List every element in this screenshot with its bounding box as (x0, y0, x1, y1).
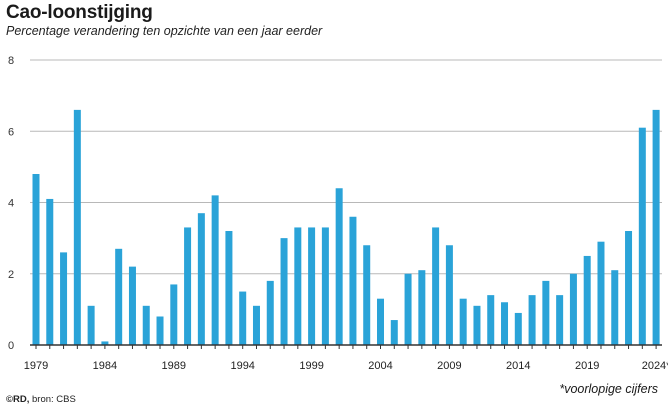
bar (335, 188, 343, 345)
y-tick-label: 0 (8, 340, 14, 352)
x-tick-label: 1994 (230, 360, 254, 372)
x-tick-label: 1984 (93, 360, 117, 372)
x-tick-label: 1989 (162, 360, 186, 372)
bar (170, 284, 178, 345)
bar (514, 312, 522, 345)
bar (583, 255, 591, 345)
x-tick-label: 2019 (575, 360, 599, 372)
x-tick-label: 2009 (437, 360, 461, 372)
bar (128, 266, 136, 346)
chart-subtitle: Percentage verandering ten opzichte van … (6, 24, 323, 38)
bar (569, 273, 577, 345)
bar (404, 273, 412, 345)
bar (294, 227, 302, 345)
bar (197, 213, 205, 345)
bar (87, 305, 95, 345)
x-tick-label: 2004 (368, 360, 392, 372)
bar (556, 295, 564, 346)
bar (528, 295, 536, 346)
bar (308, 227, 316, 345)
bar (597, 241, 605, 345)
bar (280, 238, 288, 346)
bar (115, 248, 123, 345)
bar (432, 227, 440, 345)
bar (501, 302, 509, 345)
bar (321, 227, 329, 345)
y-tick-label: 4 (8, 198, 14, 210)
bar (32, 174, 40, 345)
bar (418, 270, 426, 345)
bar (459, 298, 467, 345)
bar (363, 245, 371, 345)
bar (46, 198, 54, 345)
bar (156, 316, 164, 345)
bar (473, 305, 481, 345)
bar (184, 227, 192, 345)
y-tick-label: 6 (8, 126, 14, 138)
bar (225, 231, 233, 345)
x-tick-label: 1979 (24, 360, 48, 372)
bar (652, 109, 660, 346)
source-text: bron: CBS (29, 394, 76, 405)
source-credit: ©RD, bron: CBS (6, 394, 76, 405)
y-tick-label: 2 (8, 269, 14, 281)
bar (252, 305, 260, 345)
bar (101, 341, 109, 345)
y-tick-label: 8 (8, 55, 14, 67)
bar (638, 127, 646, 345)
bar (349, 216, 357, 345)
bar (445, 245, 453, 345)
bar (239, 291, 247, 345)
x-tick-label: 2024* (642, 360, 668, 372)
bar (390, 320, 398, 345)
bar (266, 280, 274, 346)
x-tick-label: 2014 (506, 360, 530, 372)
bar (611, 270, 619, 345)
bar (625, 231, 633, 345)
x-tick-label: 1999 (299, 360, 323, 372)
bar (542, 280, 550, 346)
bar (487, 295, 495, 346)
bar (73, 109, 81, 346)
chart-title: Cao-loonstijging (6, 2, 153, 23)
source-brand: ©RD, (6, 394, 30, 405)
bar (142, 305, 150, 345)
bar (211, 195, 219, 346)
bar (377, 298, 384, 345)
bar (60, 252, 68, 346)
footnote: *voorlopige cijfers (559, 382, 658, 396)
